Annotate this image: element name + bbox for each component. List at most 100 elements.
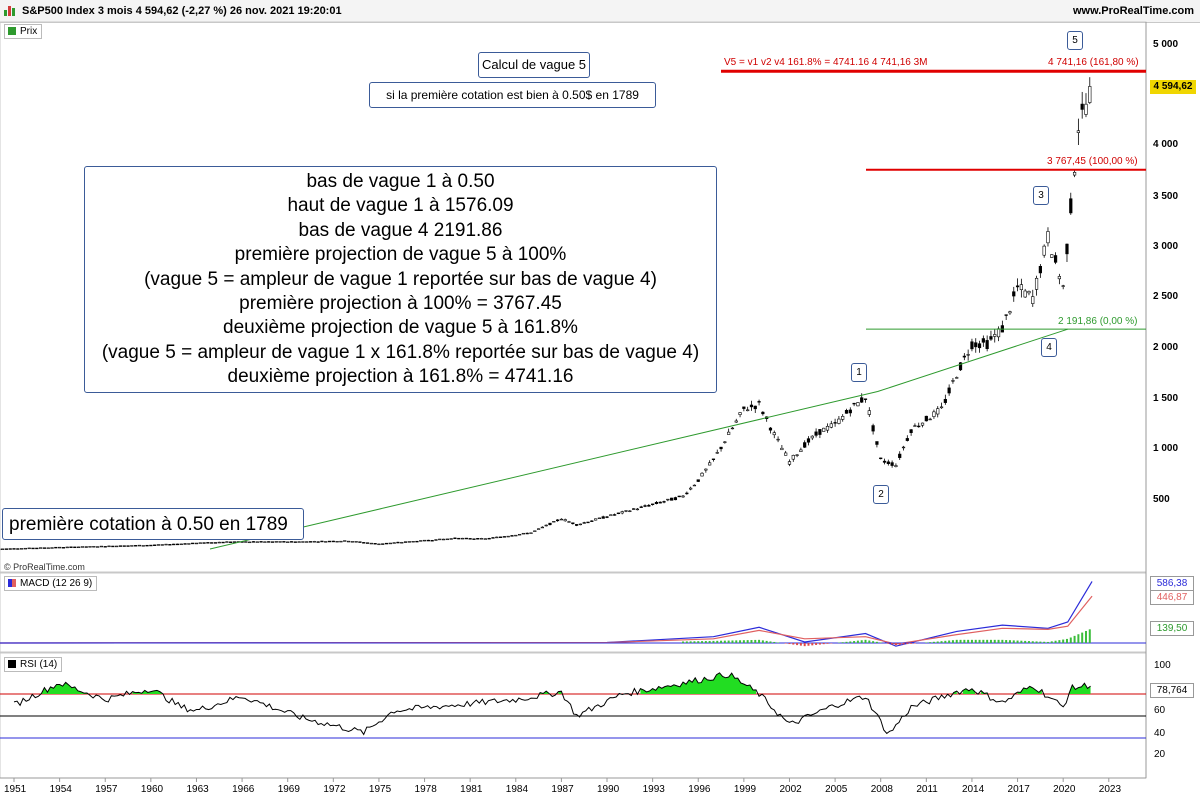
candle bbox=[920, 422, 925, 426]
candle bbox=[213, 542, 218, 544]
candle bbox=[1076, 130, 1080, 133]
macd-histogram-bar bbox=[822, 643, 825, 645]
candle bbox=[270, 541, 275, 543]
macd-histogram-bar bbox=[1035, 641, 1038, 643]
candle bbox=[80, 546, 85, 548]
candle bbox=[388, 542, 392, 545]
macd-histogram-bar bbox=[1050, 641, 1053, 643]
candle bbox=[894, 465, 898, 467]
macd-histogram-bar bbox=[853, 641, 856, 643]
candle bbox=[723, 441, 727, 443]
candle bbox=[749, 404, 754, 408]
candle bbox=[312, 541, 316, 543]
explanation-line: bas de vague 4 2191.86 bbox=[298, 219, 503, 241]
macd-panel-tag[interactable]: MACD (12 26 9) bbox=[4, 576, 98, 591]
candle bbox=[654, 501, 659, 504]
macd-histogram-bar bbox=[689, 641, 692, 643]
candle bbox=[818, 429, 822, 435]
candle bbox=[947, 387, 951, 394]
wave-label-2: 2 bbox=[873, 485, 889, 504]
explanation-line: bas de vague 1 à 0.50 bbox=[306, 171, 495, 192]
candle bbox=[88, 546, 92, 548]
macd-histogram-bar bbox=[936, 641, 939, 643]
macd-histogram-bar bbox=[708, 640, 711, 643]
candle bbox=[704, 468, 708, 471]
rsi-overbought-area bbox=[41, 682, 87, 694]
rsi-panel-tag[interactable]: RSI (14) bbox=[4, 657, 63, 672]
candle bbox=[685, 492, 689, 495]
candle bbox=[662, 501, 666, 503]
macd-histogram-bar bbox=[929, 642, 932, 643]
candle bbox=[61, 547, 66, 549]
wave-label-3: 3 bbox=[1033, 186, 1049, 205]
projection-0-value: 2 191,86 (0,00 %) bbox=[1058, 316, 1138, 327]
y-tick-label: 3 000 bbox=[1153, 241, 1179, 252]
candle bbox=[795, 454, 799, 456]
candle bbox=[658, 501, 662, 504]
candle bbox=[118, 545, 123, 547]
candle bbox=[191, 542, 195, 545]
candle bbox=[825, 425, 830, 431]
y-tick-label: 1 000 bbox=[1153, 443, 1179, 454]
macd-histogram-bar bbox=[1001, 639, 1004, 643]
candle bbox=[35, 547, 39, 550]
candle bbox=[286, 541, 290, 543]
macd-histogram-bar bbox=[792, 643, 795, 645]
macd-histogram-bar bbox=[959, 639, 962, 643]
candle bbox=[939, 406, 944, 409]
candle bbox=[362, 542, 366, 544]
candle bbox=[548, 522, 552, 526]
brand-link[interactable]: www.ProRealTime.com bbox=[1072, 5, 1194, 17]
macd-histogram-bar bbox=[1058, 640, 1061, 643]
explanation-line: haut de vague 1 à 1576.09 bbox=[287, 195, 514, 217]
macd-histogram-bar bbox=[898, 643, 901, 645]
candle bbox=[16, 548, 20, 550]
candle bbox=[1088, 86, 1092, 103]
candle bbox=[620, 511, 624, 514]
candle bbox=[575, 524, 579, 526]
macd-histogram-bar bbox=[765, 640, 768, 643]
candle bbox=[776, 438, 780, 441]
macd-histogram-bar bbox=[872, 641, 875, 643]
macd-histogram-bar bbox=[997, 639, 1000, 643]
chart-icon bbox=[4, 5, 16, 16]
projection-100-value: 3 767,45 (100,00 %) bbox=[1047, 156, 1138, 167]
macd-histogram-bar bbox=[1046, 641, 1049, 643]
candle bbox=[1046, 231, 1050, 244]
macd-histogram-bar bbox=[1031, 641, 1034, 643]
candle bbox=[472, 538, 476, 540]
candle bbox=[597, 517, 602, 519]
candle bbox=[958, 362, 963, 371]
macd-histogram-bar bbox=[879, 642, 882, 643]
macd-histogram-bar bbox=[864, 639, 867, 643]
candle bbox=[1072, 171, 1077, 176]
y-tick-label: 4 000 bbox=[1153, 139, 1179, 150]
candle bbox=[1042, 245, 1046, 256]
candle bbox=[605, 516, 609, 518]
y-tick-label: 3 500 bbox=[1153, 191, 1179, 202]
y-tick-label: 2 500 bbox=[1153, 291, 1179, 302]
candle bbox=[464, 537, 468, 540]
calc-note-box: si la première cotation est bien à 0.50$… bbox=[369, 82, 656, 108]
macd-histogram-bar bbox=[948, 640, 951, 643]
candle bbox=[993, 334, 997, 337]
candle bbox=[244, 541, 248, 543]
candle bbox=[886, 461, 890, 464]
candle bbox=[198, 542, 202, 544]
macd-histogram-bar bbox=[1039, 641, 1042, 643]
first-quote-box: première cotation à 0.50 en 1789 bbox=[2, 508, 304, 540]
wave-label-5: 5 bbox=[1067, 31, 1083, 50]
candle bbox=[263, 541, 267, 543]
candle bbox=[844, 410, 849, 414]
candle bbox=[46, 547, 50, 549]
candle bbox=[365, 542, 370, 544]
macd-histogram-bar bbox=[788, 643, 791, 645]
rsi-tick-label: 100 bbox=[1154, 660, 1171, 671]
candle bbox=[1004, 314, 1008, 316]
x-tick-label: 1954 bbox=[49, 784, 72, 795]
macd-histogram-bar bbox=[1073, 635, 1076, 643]
macd-histogram-bar bbox=[815, 643, 818, 645]
candle bbox=[411, 541, 415, 543]
candle bbox=[582, 522, 586, 524]
price-panel-tag[interactable]: Prix bbox=[4, 24, 43, 39]
